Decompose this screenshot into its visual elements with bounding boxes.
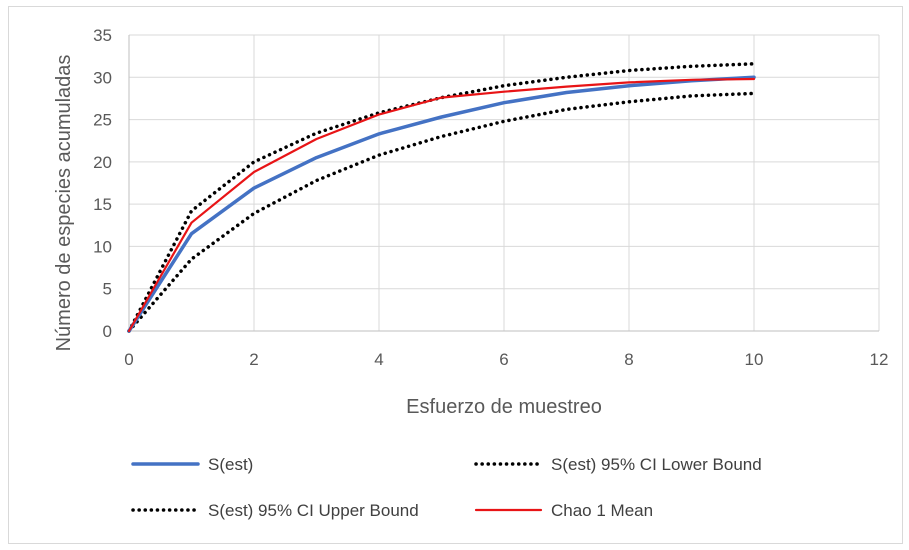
x-tick-label: 2 [249, 350, 258, 369]
x-tick-label: 6 [499, 350, 508, 369]
y-tick-label: 15 [93, 195, 112, 214]
x-tick-label: 12 [870, 350, 889, 369]
series-layer [127, 62, 756, 333]
legend-item: S(est) 95% CI Upper Bound [131, 501, 419, 520]
x-tick-label: 10 [745, 350, 764, 369]
y-tick-label: 30 [93, 68, 112, 87]
y-tick-label: 5 [103, 280, 112, 299]
y-tick-label: 0 [103, 322, 112, 341]
legend: S(est) S(est) 95% CI Lower Bound S(est) 95… [131, 455, 762, 520]
legend-label: S(est) 95% CI Upper Bound [208, 501, 419, 520]
legend-item: Chao 1 Mean [474, 501, 653, 520]
y-tick-label: 20 [93, 153, 112, 172]
x-tick-label: 0 [124, 350, 133, 369]
legend-item: S(est) 95% CI Lower Bound [474, 455, 762, 474]
legend-item: S(est) [131, 455, 253, 474]
legend-label: S(est) [208, 455, 253, 474]
y-tick-label: 25 [93, 111, 112, 130]
axes [128, 35, 879, 332]
x-axis-title: Esfuerzo de muestreo [406, 396, 602, 418]
y-axis-title: Número de especies acumuladas [53, 55, 75, 352]
series-line-chao-1-mean [127, 77, 756, 333]
y-tick-label: 10 [93, 237, 112, 256]
x-tick-label: 8 [624, 350, 633, 369]
y-tick-label: 35 [93, 26, 112, 45]
x-tick-label: 4 [374, 350, 383, 369]
series-line-s-est [127, 75, 756, 333]
legend-label: Chao 1 Mean [551, 501, 653, 520]
legend-label: S(est) 95% CI Lower Bound [551, 455, 762, 474]
tick-labels: 0 5 10 15 20 25 30 35 0 2 4 6 8 10 12 [93, 26, 888, 369]
series-line-s-est-95-ci-lower-bound [127, 91, 756, 333]
